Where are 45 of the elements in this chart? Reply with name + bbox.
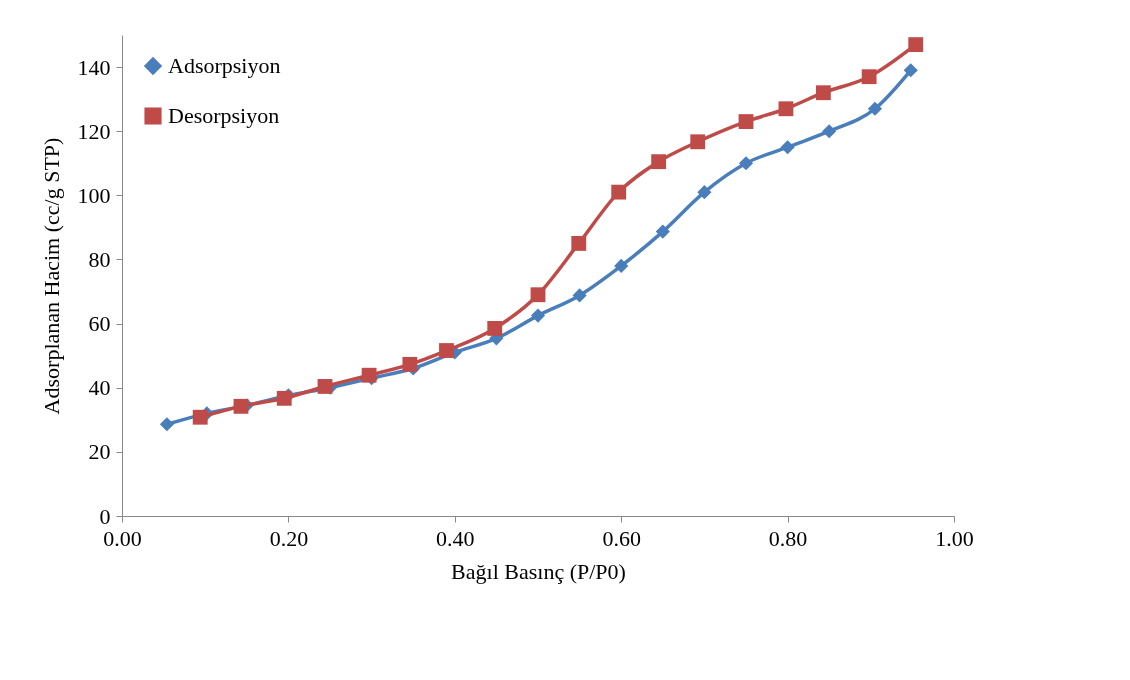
point: [611, 184, 627, 200]
point: [867, 101, 883, 116]
point: [317, 379, 333, 394]
x-tick-label: 0.80: [768, 525, 808, 551]
point: [690, 134, 706, 150]
point: [780, 140, 795, 155]
point: [908, 37, 924, 53]
point: [861, 69, 877, 85]
point: [276, 390, 292, 406]
y-tick-label: 40: [88, 375, 111, 401]
y-axis-title: Adsorplanan Hacim (cc/g STP): [38, 137, 64, 415]
y-tick-label: 120: [77, 118, 111, 144]
x-tick-label: 0.20: [269, 525, 309, 551]
point: [402, 356, 418, 372]
point: [572, 288, 587, 303]
point: [651, 154, 667, 170]
x-tick-label: 1.00: [935, 525, 974, 551]
y-tick-label: 60: [88, 311, 111, 337]
point: [530, 308, 546, 323]
y-tick-label: 100: [77, 182, 111, 208]
point: [815, 85, 831, 101]
point: [361, 367, 377, 383]
y-tick-label: 20: [88, 439, 111, 465]
point: [571, 236, 587, 251]
point: [530, 287, 546, 303]
point: [697, 185, 712, 200]
legend-label: Desorpsiyon: [168, 103, 280, 128]
point: [903, 63, 918, 78]
x-tick-label: 0.40: [436, 525, 475, 551]
y-tick-label: 140: [77, 54, 111, 80]
point: [738, 156, 754, 171]
point: [487, 320, 503, 336]
point: [738, 114, 754, 129]
point: [439, 343, 454, 358]
point: [822, 124, 837, 139]
point: [655, 224, 670, 239]
y-tick-label: 80: [88, 246, 111, 272]
point: [159, 417, 174, 432]
point: [233, 398, 249, 414]
legend-label: Adsorpsiyon: [168, 53, 281, 78]
x-tick-label: 0.60: [602, 525, 641, 551]
point: [192, 409, 208, 425]
point: [614, 258, 629, 273]
point: [778, 101, 794, 117]
x-axis-title: Bağıl Basınç (P/P0): [451, 558, 626, 584]
